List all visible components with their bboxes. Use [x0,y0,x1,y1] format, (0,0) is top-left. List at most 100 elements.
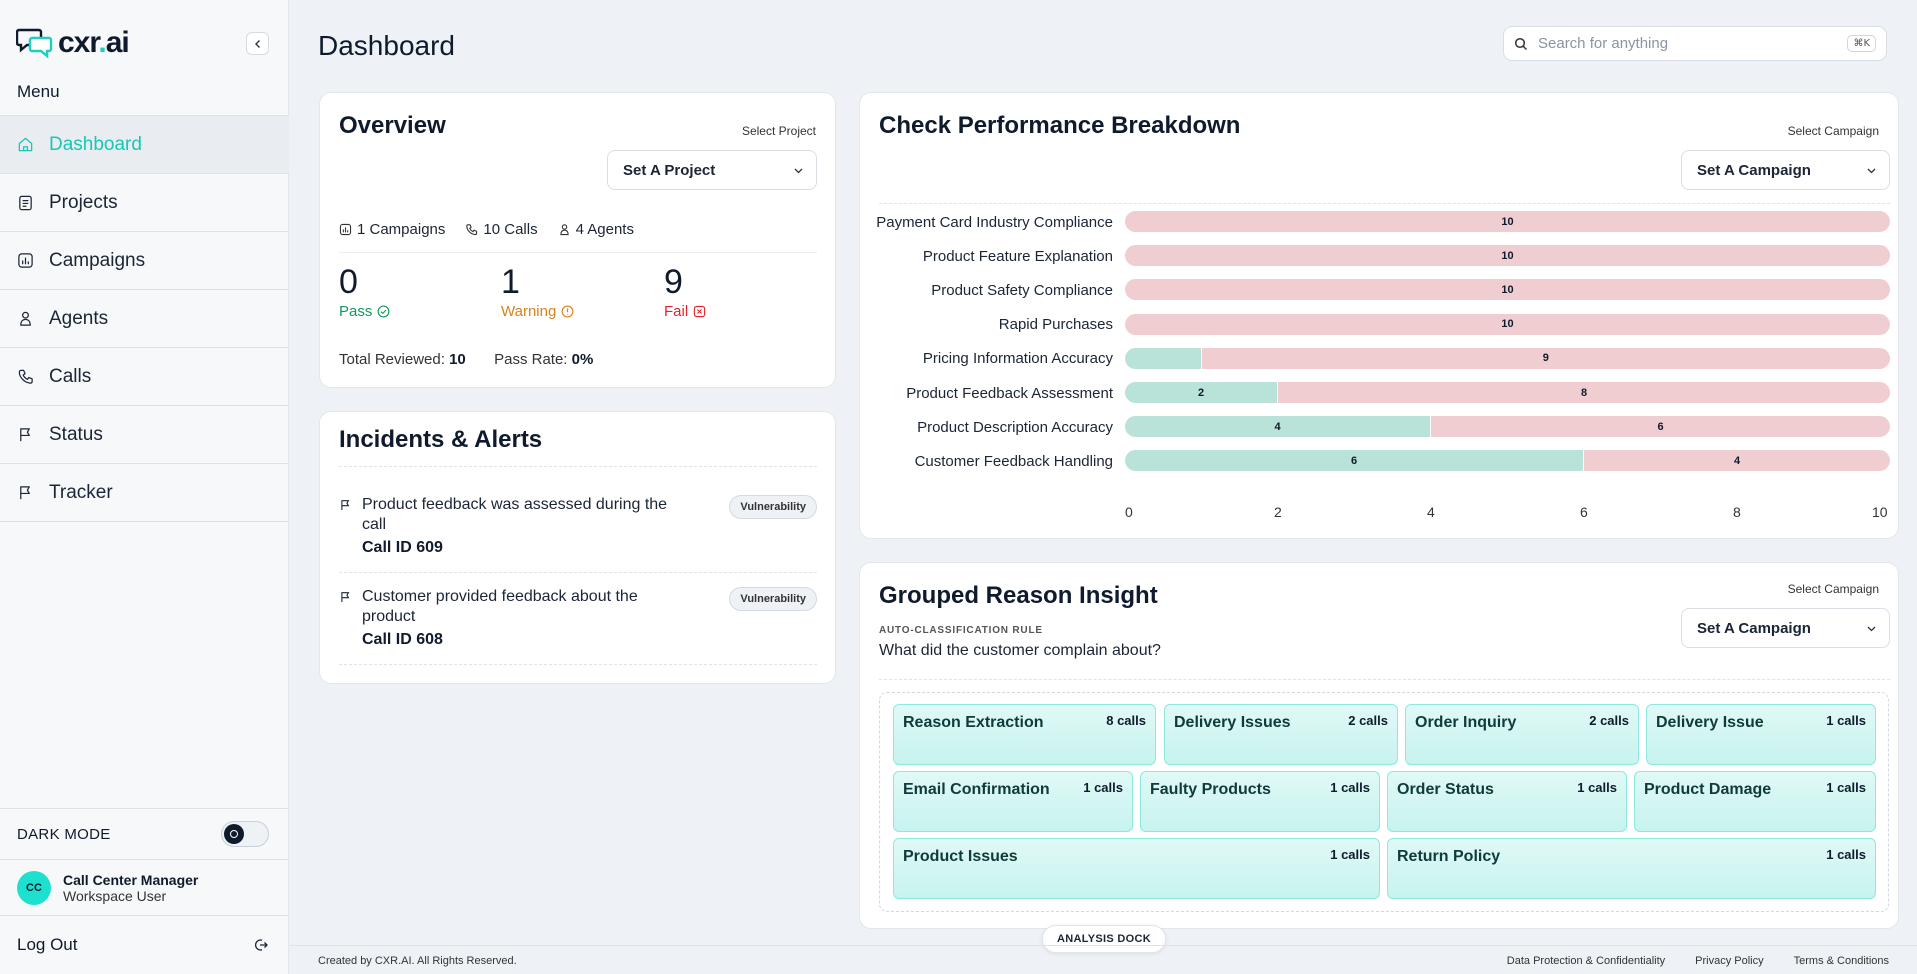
sidebar-item-label: Projects [49,191,118,213]
user-role: Workspace User [63,887,167,904]
bar-segment-fail[interactable]: 9 [1201,347,1890,369]
x-axis-tick: 6 [1580,504,1588,520]
pass-rate-value: 0% [571,351,594,368]
chart-icon [18,253,33,268]
sidebar-item-label: Status [49,423,103,445]
divider [879,679,1890,680]
sidebar-item-label: Dashboard [49,133,142,155]
divider [339,252,817,253]
bar-segment-fail[interactable]: 10 [1125,245,1890,267]
sidebar-item-dashboard[interactable]: Dashboard [0,116,289,174]
home-icon [18,137,33,152]
incident-call-id[interactable]: Call ID 608 [362,631,443,648]
dark-mode-label: DARK MODE [17,825,111,843]
performance-card: Check Performance Breakdown Select Campa… [859,92,1899,539]
divider [879,203,1890,204]
bar-row: 10 [1125,279,1890,301]
incident-item[interactable]: Customer provided feedback about the pro… [339,587,817,657]
reason-chip[interactable]: Reason Extraction 8 calls [893,704,1156,765]
bar-segment-pass[interactable]: 2 [1125,382,1278,403]
reason-chip-grid: Reason Extraction 8 calls Delivery Issues… [879,692,1889,912]
campaign-dropdown[interactable]: Set A Campaign [1681,608,1890,648]
divider [339,572,817,573]
footer: Created by CXR.AI. All Rights Reserved. … [290,945,1917,974]
rule-question: What did the customer complain about? [879,642,1161,659]
bar-segment-pass[interactable]: 6 [1125,450,1584,472]
bar-row: 10 [1125,313,1890,335]
reason-chip[interactable]: Return Policy 1 calls [1387,838,1876,899]
reason-chip[interactable]: Order Inquiry 2 calls [1405,704,1639,765]
bar-segment-fail[interactable]: 10 [1125,279,1890,301]
clipboard-icon [19,195,32,211]
bar-segment-pass[interactable] [1125,347,1202,369]
campaign-dropdown[interactable]: Set A Campaign [1681,150,1890,190]
incident-call-id[interactable]: Call ID 609 [362,539,443,556]
sidebar: cxr.ai Menu Dashboard Projects Campaigns… [0,0,289,974]
collapse-sidebar-button[interactable] [246,32,269,55]
grouped-reason-card: Grouped Reason Insight AUTO-CLASSIFICATI… [859,562,1899,929]
toggle-knob-icon [224,824,244,844]
footer-link-data-protection[interactable]: Data Protection & Confidentiality [1506,955,1666,967]
pass-metric: 0 Pass [339,263,390,320]
sidebar-item-campaigns[interactable]: Campaigns [0,232,289,290]
logout-label: Log Out [17,935,78,954]
bar-segment-pass[interactable]: 4 [1125,416,1431,438]
bar-segment-fail[interactable]: 8 [1278,382,1890,403]
check-circle-icon [377,305,390,318]
analysis-dock-button[interactable]: ANALYSIS DOCK [1042,925,1166,953]
chevron-left-icon [254,39,260,48]
dark-mode-row: DARK MODE [0,808,289,860]
x-axis-tick: 2 [1274,504,1282,520]
sidebar-item-calls[interactable]: Calls [0,348,289,406]
vulnerability-badge: Vulnerability [729,587,817,611]
incident-item[interactable]: Product feedback was assessed during the… [339,495,817,565]
reason-chip[interactable]: Faulty Products 1 calls [1140,771,1380,832]
reason-chip[interactable]: Delivery Issue 1 calls [1646,704,1876,765]
sidebar-item-agents[interactable]: Agents [0,290,289,348]
sidebar-item-status[interactable]: Status [0,406,289,464]
chevron-down-icon [1867,626,1876,631]
reason-chip[interactable]: Product Issues 1 calls [893,838,1380,899]
reason-chip[interactable]: Email Confirmation 1 calls [893,771,1133,832]
bar-segment-fail[interactable]: 10 [1125,313,1890,335]
flag-icon [341,500,350,511]
bar-segment-fail[interactable]: 4 [1584,450,1890,472]
flag-icon [20,486,30,500]
bar-category-label: Product Description Accuracy [917,418,1113,436]
footer-link-privacy[interactable]: Privacy Policy [1695,955,1764,967]
search-bar[interactable]: Search for anything ⌘K [1503,26,1887,61]
warning-label-row: Warning [501,303,574,320]
incidents-card: Incidents & Alerts Product feedback was … [319,411,836,684]
flag-icon [341,592,350,603]
reason-chip[interactable]: Delivery Issues 2 calls [1164,704,1398,765]
pass-count: 0 [339,263,358,301]
phone-icon [18,369,33,384]
dark-mode-toggle[interactable] [221,821,269,847]
campaigns-stat: 1 Campaigns [339,221,445,238]
logout-button[interactable]: Log Out [0,916,289,974]
bar-segment-fail[interactable]: 10 [1125,211,1890,232]
fail-metric: 9 Fail [664,263,706,320]
bar-category-label: Product Safety Compliance [931,281,1113,299]
reason-chip[interactable]: Order Status 1 calls [1387,771,1627,832]
alert-circle-icon [561,305,574,318]
main-content: Dashboard Search for anything ⌘K Overvie… [290,0,1917,974]
footer-link-terms[interactable]: Terms & Conditions [1793,955,1889,967]
sidebar-item-tracker[interactable]: Tracker [0,464,289,522]
sidebar-item-projects[interactable]: Projects [0,174,289,232]
search-input[interactable]: Search for anything [1538,35,1669,52]
bar-row: 9 [1125,347,1890,369]
calls-stat: 10 Calls [465,221,538,238]
bar-segment-fail[interactable]: 6 [1431,416,1890,438]
project-dropdown[interactable]: Set A Project [607,150,817,190]
bar-row: 10 [1125,211,1890,232]
agents-stat: 4 Agents [558,221,634,238]
x-square-icon [694,305,706,318]
bar-category-label: Product Feedback Assessment [906,384,1113,402]
grouped-title: Grouped Reason Insight [879,582,1158,609]
reason-chip[interactable]: Product Damage 1 calls [1634,771,1876,832]
logo[interactable]: cxr.ai [16,26,130,60]
rule-tag: AUTO-CLASSIFICATION RULE [879,625,1043,636]
user-profile[interactable]: CC Call Center Manager Workspace User [0,860,289,916]
